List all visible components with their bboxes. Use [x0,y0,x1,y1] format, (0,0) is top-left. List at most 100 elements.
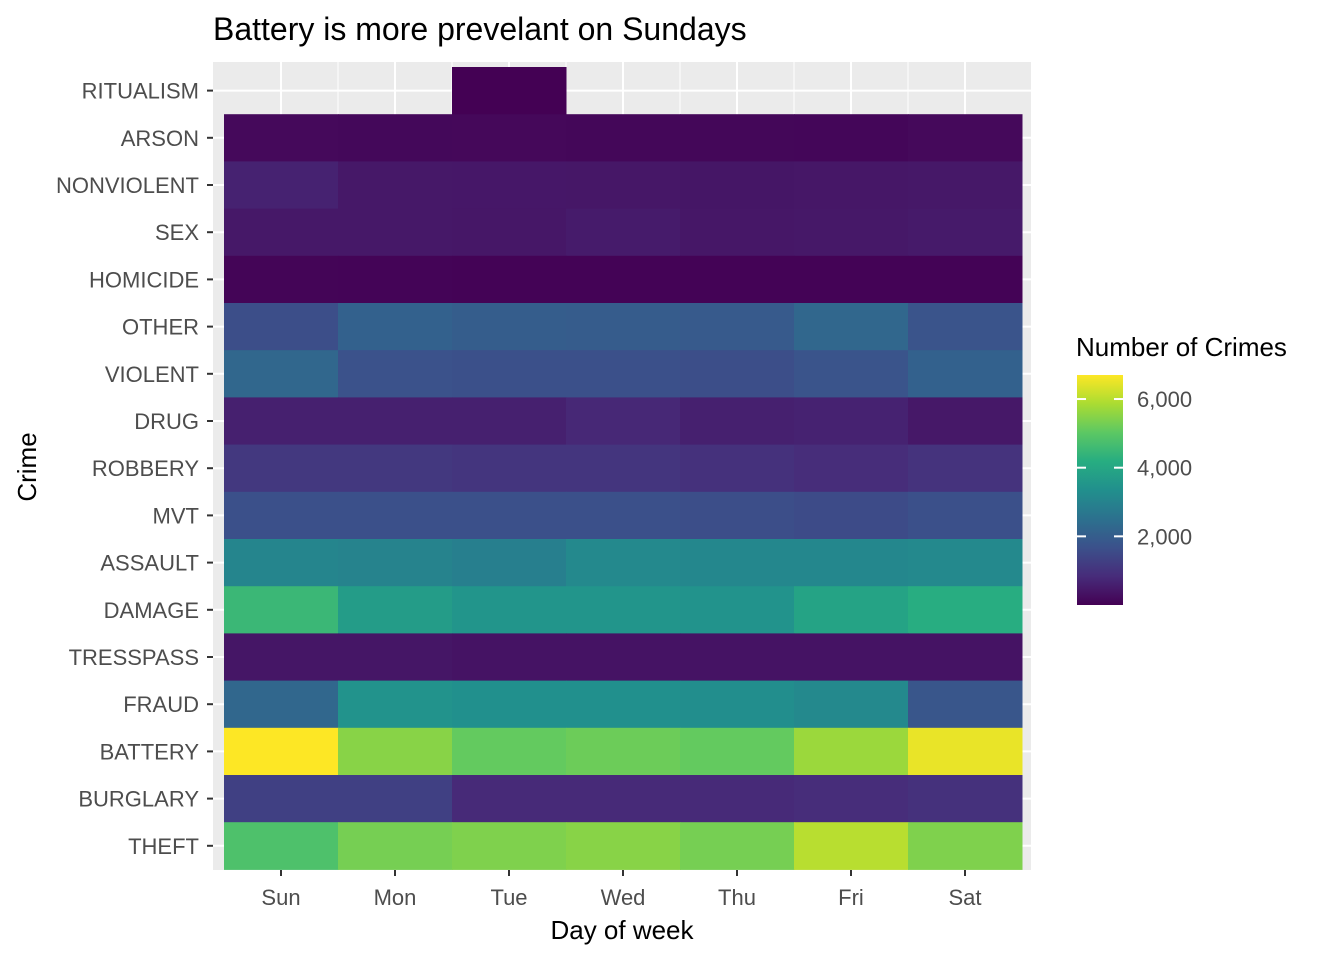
y-tick-label: THEFT [128,834,199,859]
heatmap-cell [794,680,909,729]
heatmap-cell [338,350,453,398]
heatmap-cell [452,727,567,776]
heatmap-cell [680,303,795,351]
x-tick-label: Mon [374,885,417,910]
y-tick-label: RITUALISM [82,79,199,104]
heatmap-cell [908,208,1023,257]
heatmap-cell [452,161,567,210]
heatmap-cell [794,350,909,398]
heatmap-cell [908,680,1023,729]
heatmap-cell [680,822,795,870]
legend-ticks: 2,000 4,000 6,000 [1077,387,1192,549]
heatmap-cell [908,727,1023,776]
heatmap-cell [908,586,1023,634]
heatmap-cell [566,491,681,540]
heatmap-cell [908,114,1023,162]
heatmap-cell [566,680,681,729]
heatmap-cell [224,539,339,587]
heatmap-cell [680,586,795,634]
heatmap-cell [794,727,909,776]
x-axis-title: Day of week [550,915,694,945]
heatmap-cell [338,822,453,870]
y-tick-label: ARSON [121,126,199,151]
heatmap-cell [908,539,1023,587]
heatmap-cell [452,586,567,634]
heatmap-cell [338,208,453,257]
y-tick-label: TRESSPASS [69,645,199,670]
heatmap-cell [338,444,453,493]
heatmap-cell [338,680,453,729]
heatmap-cell [908,350,1023,398]
heatmap-cell [566,161,681,210]
legend-tick-label: 2,000 [1137,524,1192,549]
heatmap-cell [680,255,795,304]
y-tick-label: OTHER [122,315,199,340]
heatmap-cell [908,397,1023,446]
heatmap-cell [224,208,339,257]
y-tick-label: DRUG [134,409,199,434]
heatmap-cell [338,539,453,587]
heatmap-cell [794,161,909,210]
chart-title: Battery is more prevelant on Sundays [213,11,747,47]
heatmap-cell [566,586,681,634]
heatmap-cell [224,822,339,870]
legend-tick-label: 6,000 [1137,387,1192,412]
x-tick-label: Thu [718,885,756,910]
x-tick-label: Fri [838,885,864,910]
heatmap-cell [566,397,681,446]
heatmap-cell [794,444,909,493]
x-tick-label: Tue [490,885,527,910]
heatmap-cell [338,255,453,304]
heatmap-cell [338,303,453,351]
x-axis: Sun Mon Tue Wed Thu Fri Sat [261,870,982,910]
heatmap-cell [452,539,567,587]
heatmap-cell [338,114,453,162]
heatmap-cell [680,161,795,210]
x-tick-label: Sat [948,885,981,910]
heatmap-cell [224,114,339,162]
x-tick-label: Wed [601,885,646,910]
heatmap-cell [680,444,795,493]
y-tick-label: SEX [155,220,199,245]
heatmap-cell [908,491,1023,540]
heatmap-cell [794,114,909,162]
legend-title: Number of Crimes [1076,332,1287,362]
y-axis-title: Crime [12,432,42,501]
y-tick-label: DAMAGE [104,598,199,623]
heatmap-cell [908,303,1023,351]
heatmap-cell [224,491,339,540]
heatmap-cell [452,822,567,870]
heatmap-cell [908,775,1023,823]
y-tick-label: NONVIOLENT [56,173,199,198]
heatmap-cell [452,491,567,540]
heatmap-cell [224,586,339,634]
heatmap-cell [452,775,567,823]
heatmap-cell [566,114,681,162]
heatmap-cell [224,255,339,304]
heatmap-cell [452,255,567,304]
heatmap-cell [566,539,681,587]
heatmap-cell [680,208,795,257]
heatmap-cell [794,633,909,682]
heatmap-cell [566,350,681,398]
heatmap-cell [680,397,795,446]
heatmap-cell [338,161,453,210]
heatmap-cell [794,397,909,446]
x-tick-label: Sun [261,885,300,910]
heatmap-cell [452,397,567,446]
heatmap-cell [908,633,1023,682]
heatmap-cell [908,255,1023,304]
heatmap-cell [680,633,795,682]
heatmap-cell [794,491,909,540]
heatmap-cell [566,444,681,493]
heatmap-cell [680,775,795,823]
heatmap-cell [224,775,339,823]
heatmap-cell [452,444,567,493]
y-tick-label: VIOLENT [105,362,199,387]
y-tick-label: ASSAULT [100,551,199,576]
heatmap-cell [794,775,909,823]
color-legend: Number of Crimes 2,000 4,000 6,000 [1076,332,1287,605]
heatmap-cell [794,822,909,870]
heatmap-cell [338,775,453,823]
